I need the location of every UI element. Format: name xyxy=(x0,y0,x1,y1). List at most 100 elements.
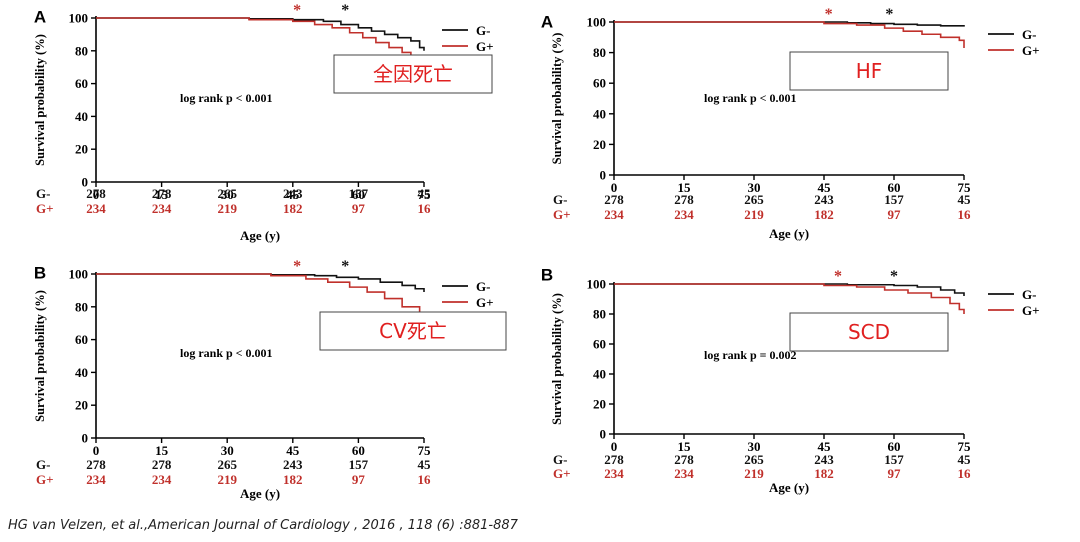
risk-count: 243 xyxy=(814,192,834,207)
risk-row-label: G+ xyxy=(36,201,54,216)
risk-count: 243 xyxy=(814,452,834,467)
y-tick-label: 0 xyxy=(600,168,607,183)
risk-count: 234 xyxy=(152,201,172,216)
x-tick-label: 15 xyxy=(155,187,169,202)
label-box-text: CV死亡 xyxy=(379,319,447,343)
marker-star-g-plus: * xyxy=(825,6,833,23)
marker-star-g-minus: * xyxy=(341,258,349,275)
risk-count: 278 xyxy=(86,457,106,472)
risk-row-label: G+ xyxy=(36,472,54,487)
y-axis-label: Survival probability (%) xyxy=(550,33,564,165)
y-tick-label: 60 xyxy=(75,76,88,91)
y-axis-label: Survival probability (%) xyxy=(33,34,47,166)
y-tick-label: 40 xyxy=(75,365,88,380)
y-tick-label: 100 xyxy=(587,15,607,30)
y-tick-label: 0 xyxy=(600,427,607,442)
label-box xyxy=(319,311,507,351)
y-tick-label: 60 xyxy=(75,332,88,347)
km-panel-4: B 0 20 40 60 80 100 0 15 30 45 60 75 Survival probabi… xyxy=(541,265,1040,495)
y-tick-label: 40 xyxy=(593,106,606,121)
risk-count: 16 xyxy=(418,201,432,216)
x-tick-label: 15 xyxy=(678,439,692,454)
x-tick-label: 75 xyxy=(958,439,972,454)
x-axis-label: Age (y) xyxy=(769,480,809,495)
risk-count: 265 xyxy=(744,192,764,207)
y-tick-label: 0 xyxy=(82,431,89,446)
x-tick-label: 60 xyxy=(352,187,365,202)
risk-count: 182 xyxy=(283,201,303,216)
marker-star-g-plus: * xyxy=(834,268,842,285)
marker-star-g-minus: * xyxy=(885,6,893,23)
risk-count: 234 xyxy=(674,207,694,222)
label-box xyxy=(333,54,493,94)
risk-count: 243 xyxy=(283,457,303,472)
risk-row-label: G+ xyxy=(553,207,571,222)
x-tick-label: 45 xyxy=(286,187,300,202)
risk-count: 157 xyxy=(349,457,369,472)
x-tick-label: 30 xyxy=(748,180,761,195)
label-box xyxy=(789,312,949,352)
x-axis-label: Age (y) xyxy=(769,226,809,241)
risk-count: 16 xyxy=(418,472,432,487)
risk-count: 182 xyxy=(814,466,834,481)
risk-count: 157 xyxy=(884,192,904,207)
series-line-g-minus xyxy=(96,17,425,51)
log-rank-annotation: log rank p < 0.001 xyxy=(180,91,273,105)
series-line-g-plus xyxy=(614,283,965,314)
label-box xyxy=(789,51,949,91)
risk-count: 219 xyxy=(217,472,237,487)
risk-count: 243 xyxy=(283,186,303,201)
y-tick-label: 100 xyxy=(69,11,89,26)
risk-count: 265 xyxy=(744,452,764,467)
x-tick-label: 75 xyxy=(418,443,432,458)
y-tick-label: 60 xyxy=(593,337,606,352)
x-tick-label: 60 xyxy=(888,180,901,195)
x-axis-label: Age (y) xyxy=(240,486,280,501)
y-tick-label: 80 xyxy=(593,307,606,322)
km-panel-2: A 0 20 40 60 80 100 0 15 30 45 60 75 Survival probabi… xyxy=(541,6,1040,241)
risk-row-label: G+ xyxy=(553,466,571,481)
x-tick-label: 0 xyxy=(611,439,618,454)
risk-count: 182 xyxy=(814,207,834,222)
marker-star-g-plus: * xyxy=(293,2,301,19)
risk-count: 278 xyxy=(674,192,694,207)
y-tick-label: 20 xyxy=(593,397,606,412)
legend-label: G- xyxy=(476,279,490,294)
x-tick-label: 0 xyxy=(611,180,618,195)
y-tick-label: 80 xyxy=(593,45,606,60)
panel-letter: B xyxy=(541,265,553,284)
y-tick-label: 60 xyxy=(593,76,606,91)
legend-label: G+ xyxy=(476,39,494,54)
risk-count: 97 xyxy=(888,207,902,222)
risk-count: 97 xyxy=(888,466,902,481)
x-tick-label: 75 xyxy=(958,180,972,195)
risk-count: 234 xyxy=(674,466,694,481)
x-tick-label: 75 xyxy=(418,187,432,202)
y-tick-label: 80 xyxy=(75,299,88,314)
km-panel-3: B 0 20 40 60 80 100 0 15 30 45 60 75 Survival probabi… xyxy=(33,258,507,501)
risk-count: 234 xyxy=(152,472,172,487)
panel-letter: A xyxy=(541,12,553,31)
risk-count: 45 xyxy=(958,452,972,467)
x-tick-label: 15 xyxy=(155,443,169,458)
series-line-g-plus xyxy=(614,21,965,49)
label-box-text: SCD xyxy=(848,320,890,344)
risk-count: 97 xyxy=(352,472,366,487)
risk-count: 234 xyxy=(604,466,624,481)
log-rank-annotation: log rank p = 0.002 xyxy=(704,348,797,362)
legend-label: G+ xyxy=(1022,43,1040,58)
x-tick-label: 30 xyxy=(221,187,234,202)
risk-row-label: G- xyxy=(36,457,50,472)
risk-count: 219 xyxy=(744,466,764,481)
series-line-g-plus xyxy=(96,17,421,61)
risk-count: 45 xyxy=(958,192,972,207)
x-tick-label: 60 xyxy=(352,443,365,458)
series-line-g-minus xyxy=(614,283,965,296)
log-rank-annotation: log rank p < 0.001 xyxy=(180,346,273,360)
panel-letter: B xyxy=(34,263,46,282)
y-tick-label: 0 xyxy=(82,175,89,190)
y-tick-label: 40 xyxy=(593,367,606,382)
risk-count: 97 xyxy=(352,201,366,216)
x-tick-label: 0 xyxy=(93,443,100,458)
